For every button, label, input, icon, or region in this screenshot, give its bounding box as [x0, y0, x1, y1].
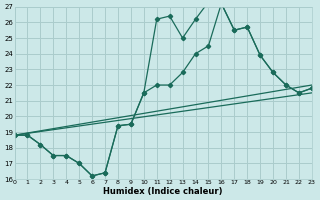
- X-axis label: Humidex (Indice chaleur): Humidex (Indice chaleur): [103, 187, 223, 196]
